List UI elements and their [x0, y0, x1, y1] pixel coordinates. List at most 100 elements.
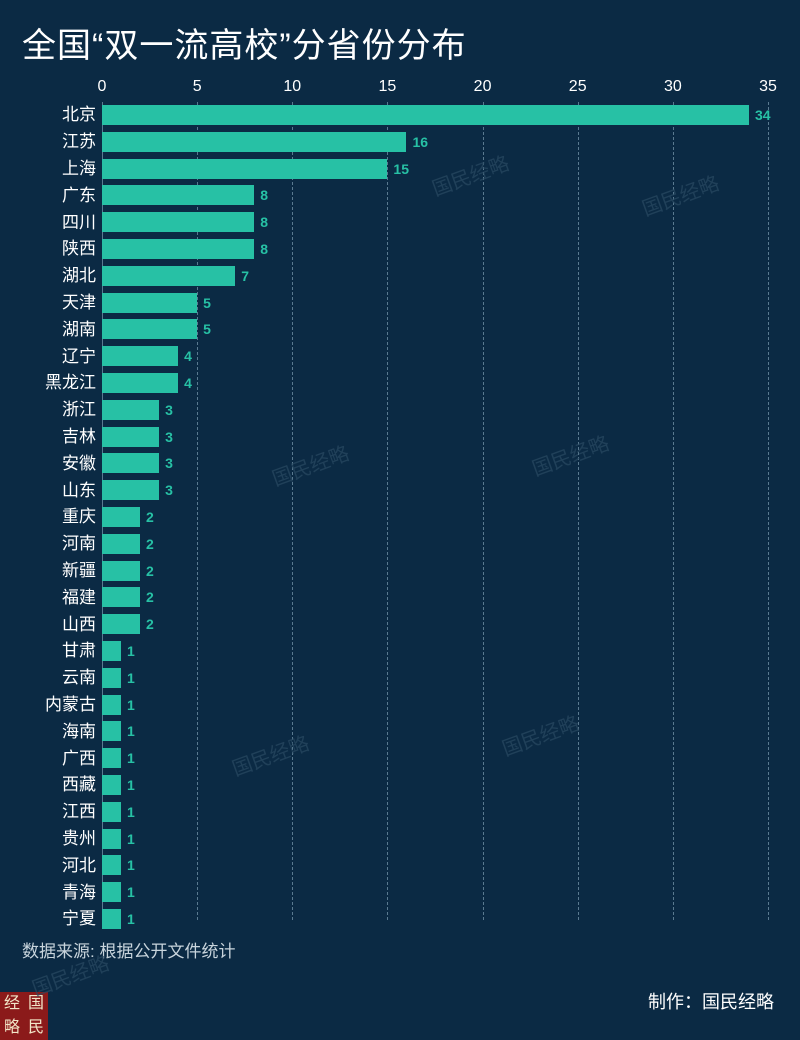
bar — [102, 802, 121, 822]
bar — [102, 293, 197, 313]
x-tick-label: 35 — [759, 78, 777, 96]
bar-value-label: 3 — [165, 477, 173, 503]
bar-row: 广东8 — [102, 182, 768, 209]
x-tick-label: 10 — [283, 78, 301, 96]
y-category-label: 广东 — [18, 183, 96, 209]
bar-value-label: 1 — [127, 799, 135, 825]
bar-value-label: 34 — [755, 102, 771, 128]
gridline — [768, 102, 769, 920]
y-category-label: 四川 — [18, 210, 96, 236]
y-category-label: 天津 — [18, 290, 96, 316]
y-category-label: 云南 — [18, 665, 96, 691]
bar-row: 山东3 — [102, 477, 768, 504]
bar — [102, 614, 140, 634]
bar-row: 上海15 — [102, 156, 768, 183]
bar-row: 西藏1 — [102, 772, 768, 799]
bar-value-label: 5 — [203, 290, 211, 316]
y-category-label: 广西 — [18, 746, 96, 772]
bar-value-label: 4 — [184, 370, 192, 396]
x-tick-label: 5 — [193, 78, 202, 96]
bar-row: 湖北7 — [102, 263, 768, 290]
y-category-label: 湖北 — [18, 263, 96, 289]
y-category-label: 海南 — [18, 719, 96, 745]
bar-value-label: 1 — [127, 906, 135, 932]
x-tick-label: 15 — [379, 78, 397, 96]
bar-row: 广西1 — [102, 745, 768, 772]
x-tick-label: 30 — [664, 78, 682, 96]
bar — [102, 105, 749, 125]
bar — [102, 748, 121, 768]
y-category-label: 山东 — [18, 478, 96, 504]
bar — [102, 507, 140, 527]
bar — [102, 909, 121, 929]
bar — [102, 212, 254, 232]
bar — [102, 561, 140, 581]
bar-row: 河南2 — [102, 531, 768, 558]
bar-value-label: 1 — [127, 665, 135, 691]
y-category-label: 辽宁 — [18, 344, 96, 370]
bar — [102, 721, 121, 741]
bar — [102, 668, 121, 688]
bar-row: 湖南5 — [102, 316, 768, 343]
data-source-label: 数据来源: 根据公开文件统计 — [22, 937, 235, 962]
chart-container: 05101520253035 北京34江苏16上海15广东8四川8陕西8湖北7天… — [22, 78, 778, 920]
bar — [102, 266, 235, 286]
y-category-label: 宁夏 — [18, 906, 96, 932]
bar-value-label: 16 — [412, 129, 428, 155]
y-category-label: 河北 — [18, 853, 96, 879]
bar-value-label: 1 — [127, 638, 135, 664]
y-category-label: 江苏 — [18, 129, 96, 155]
x-tick-label: 0 — [98, 78, 107, 96]
bar-value-label: 2 — [146, 504, 154, 530]
bar-row: 宁夏1 — [102, 906, 768, 933]
y-category-label: 河南 — [18, 531, 96, 557]
bar-value-label: 8 — [260, 236, 268, 262]
bar-value-label: 3 — [165, 397, 173, 423]
plot-area: 北京34江苏16上海15广东8四川8陕西8湖北7天津5湖南5辽宁4黑龙江4浙江3… — [102, 102, 768, 920]
y-category-label: 浙江 — [18, 397, 96, 423]
bar — [102, 373, 178, 393]
bar-row: 江西1 — [102, 799, 768, 826]
bar-value-label: 2 — [146, 611, 154, 637]
bar-value-label: 8 — [260, 182, 268, 208]
logo-char: 民 — [24, 1016, 48, 1040]
bar-value-label: 4 — [184, 343, 192, 369]
bar-row: 青海1 — [102, 879, 768, 906]
y-category-label: 吉林 — [18, 424, 96, 450]
bar-value-label: 2 — [146, 531, 154, 557]
bar — [102, 453, 159, 473]
bar-row: 北京34 — [102, 102, 768, 129]
bar-value-label: 3 — [165, 450, 173, 476]
x-tick-label: 20 — [474, 78, 492, 96]
y-category-label: 安徽 — [18, 451, 96, 477]
y-category-label: 内蒙古 — [18, 692, 96, 718]
bar — [102, 185, 254, 205]
y-category-label: 甘肃 — [18, 638, 96, 664]
bar-value-label: 7 — [241, 263, 249, 289]
x-tick-label: 25 — [569, 78, 587, 96]
y-category-label: 重庆 — [18, 504, 96, 530]
bar-row: 河北1 — [102, 852, 768, 879]
bar — [102, 695, 121, 715]
x-axis: 05101520253035 — [102, 78, 768, 102]
y-category-label: 湖南 — [18, 317, 96, 343]
bar-value-label: 1 — [127, 852, 135, 878]
bar-row: 辽宁4 — [102, 343, 768, 370]
bar-row: 山西2 — [102, 611, 768, 638]
bar-row: 浙江3 — [102, 397, 768, 424]
bar — [102, 480, 159, 500]
bar — [102, 855, 121, 875]
bar — [102, 587, 140, 607]
bar-row: 福建2 — [102, 584, 768, 611]
logo-char: 略 — [0, 1016, 24, 1040]
y-category-label: 江西 — [18, 799, 96, 825]
y-category-label: 上海 — [18, 156, 96, 182]
bar-value-label: 1 — [127, 692, 135, 718]
bar-row: 重庆2 — [102, 504, 768, 531]
bar-row: 黑龙江4 — [102, 370, 768, 397]
bar-row: 内蒙古1 — [102, 692, 768, 719]
y-category-label: 黑龙江 — [18, 370, 96, 396]
y-category-label: 新疆 — [18, 558, 96, 584]
bar-row: 四川8 — [102, 209, 768, 236]
bar — [102, 346, 178, 366]
